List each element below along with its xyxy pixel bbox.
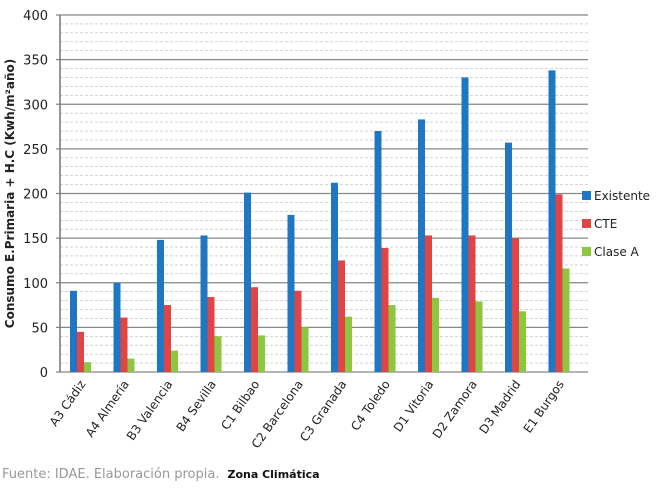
bar-existente xyxy=(200,235,208,372)
legend-label: Existente xyxy=(594,189,650,203)
bar-cte xyxy=(120,317,128,372)
legend-swatch xyxy=(582,219,591,228)
legend-swatch xyxy=(582,191,591,200)
y-tick-label: 0 xyxy=(40,366,48,381)
x-tick-label: A4 Almería xyxy=(83,378,132,440)
bar-clase-a xyxy=(301,327,309,372)
y-tick-label: 50 xyxy=(31,321,48,336)
x-tick-label: B4 Sevilla xyxy=(174,378,219,434)
bar-cte xyxy=(425,235,432,372)
source-note: Fuente: IDAE. Elaboración propia. xyxy=(2,467,220,482)
x-tick-label: C1 Bilbao xyxy=(218,378,262,433)
bar-clase-a xyxy=(171,350,178,372)
bar-clase-a xyxy=(432,297,439,372)
x-tick-label: D1 Vitoria xyxy=(391,378,437,435)
x-tick-label: D2 Zamora xyxy=(430,378,480,441)
bar-cte xyxy=(77,331,84,372)
footer: Fuente: IDAE. Elaboración propia. Zona Cl… xyxy=(2,467,320,482)
bar-clase-a xyxy=(562,268,570,372)
bar-existente xyxy=(374,131,382,372)
legend-label: CTE xyxy=(594,217,617,231)
y-tick-label: 200 xyxy=(23,188,48,203)
x-axis-title: Zona Climática xyxy=(227,468,320,481)
y-tick-label: 350 xyxy=(23,54,48,69)
bar-cte xyxy=(338,260,345,372)
bar-clase-a xyxy=(84,362,91,372)
y-tick-label: 150 xyxy=(23,232,48,247)
bar-existente xyxy=(287,214,295,372)
y-tick-label: 250 xyxy=(23,143,48,158)
bar-clase-a xyxy=(258,335,265,372)
bar-clase-a xyxy=(519,311,526,372)
bar-cte xyxy=(251,287,258,372)
bar-existente xyxy=(331,182,338,372)
y-tick-label: 100 xyxy=(23,277,48,292)
bar-existente xyxy=(418,119,425,372)
bar-clase-a xyxy=(214,336,222,372)
x-tick-label: B3 Valencia xyxy=(124,378,176,443)
x-tick-label: E1 Burgos xyxy=(521,378,567,436)
legend-swatch xyxy=(582,247,591,256)
x-tick-label: C4 Toledo xyxy=(348,378,393,434)
y-axis-title: Consumo E.Primaria + H.C (Kwh/m²año) xyxy=(3,59,17,328)
y-tick-label: 300 xyxy=(23,98,48,113)
legend-label: Clase A xyxy=(594,245,640,259)
bar-cte xyxy=(294,290,302,372)
bar-cte xyxy=(512,238,519,372)
bar-existente xyxy=(548,70,556,373)
x-tick-label: D3 Madrid xyxy=(476,378,523,437)
bar-cte xyxy=(381,247,389,372)
x-tick-label: A3 Cádiz xyxy=(47,378,89,429)
y-tick-label: 400 xyxy=(23,9,48,24)
bar-clase-a xyxy=(127,358,135,372)
bar-existente xyxy=(70,290,77,372)
bar-cte xyxy=(468,235,476,372)
bar-existente xyxy=(157,239,164,372)
bar-clase-a xyxy=(345,316,352,372)
bar-clase-a xyxy=(388,305,396,372)
x-tick-label: C3 Granada xyxy=(297,378,349,444)
bar-existente xyxy=(505,142,512,372)
bar-cte xyxy=(207,297,215,372)
bar-existente xyxy=(461,77,469,372)
bar-clase-a xyxy=(475,301,483,372)
bar-cte xyxy=(555,194,563,372)
bar-existente xyxy=(113,282,121,372)
bar-existente xyxy=(244,192,251,372)
bar-cte xyxy=(164,305,171,372)
